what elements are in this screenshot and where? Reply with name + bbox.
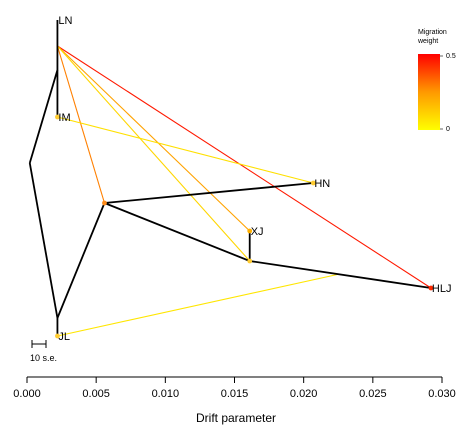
x-tick-label: 0.015 [221, 388, 249, 400]
x-tick-label: 0.030 [428, 388, 456, 400]
migration-edge-ln-c [56, 45, 105, 204]
edge-layer [28, 20, 432, 336]
tree-edge-c-d [104, 202, 251, 262]
tip-label-hlj: HLJ [432, 283, 452, 295]
node-marker-d [247, 258, 253, 264]
tree-edge-root-a [28, 69, 59, 164]
legend-min-label: 0 [446, 126, 450, 133]
node-marker-c [102, 200, 107, 206]
migration-edge-ln-xj [57, 45, 251, 232]
x-axis-title: Drift parameter [196, 411, 276, 425]
x-tick-label: 0.005 [82, 388, 110, 400]
migration-edge-jl-d-hlj [57, 273, 339, 337]
migration-layer [56, 45, 432, 337]
tip-label-ln: LN [58, 15, 72, 27]
node-marker-jl [55, 333, 60, 339]
node-marker-xj [247, 228, 253, 234]
x-axis: 0.000 0.005 0.010 0.015 0.020 0.025 0.030 [13, 376, 456, 400]
tip-label-layer: LN IM HN XJ HLJ JL [58, 15, 451, 343]
tip-label-hn: HN [314, 178, 330, 190]
tree-edge-root-b [28, 162, 59, 319]
x-tick-label: 0.000 [13, 388, 41, 400]
node-layer [55, 114, 434, 339]
node-marker-hlj [428, 285, 434, 291]
migration-edge-ln-hlj [57, 45, 432, 289]
legend-color-bar [418, 54, 440, 130]
x-tick-label: 0.025 [359, 388, 387, 400]
legend-title-line2: weight [417, 38, 438, 45]
tip-label-im: IM [58, 112, 70, 124]
x-tick-label: 0.010 [152, 388, 180, 400]
tip-label-xj: XJ [251, 226, 264, 238]
migration-edge-im-hn [57, 116, 314, 184]
tree-edge-d-hlj [249, 260, 432, 289]
node-marker-hn [310, 180, 316, 186]
node-marker-im [55, 114, 60, 120]
scale-bar-label: 10 s.e. [30, 353, 57, 363]
legend: Migration weight 0.5 0 [417, 29, 456, 133]
legend-title-line1: Migration [418, 29, 447, 36]
scale-bar: 10 s.e. [30, 340, 57, 363]
legend-max-label: 0.5 [446, 53, 456, 60]
tree-edge-b-c [56, 202, 106, 319]
migration-edge-ln-d [57, 45, 251, 262]
x-tick-label: 0.020 [290, 388, 318, 400]
tip-label-jl: JL [58, 331, 70, 343]
tree-edge-c-hn [104, 182, 314, 204]
